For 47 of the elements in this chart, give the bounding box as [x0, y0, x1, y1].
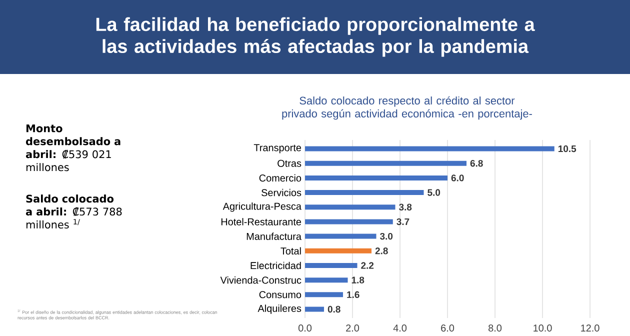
y-tick-label: Agricultura-Pesca	[222, 202, 302, 212]
data-label: 1.8	[352, 276, 364, 284]
y-tick-label: Consumo	[259, 291, 302, 298]
bar	[305, 219, 393, 224]
data-label: 3.0	[380, 232, 393, 240]
data-label: 5.0	[428, 189, 440, 196]
data-label: 3.7	[396, 218, 410, 226]
x-tick-label: 0.0	[298, 324, 312, 332]
y-tick-label: Hotel-Restaurante	[221, 218, 302, 226]
bar	[305, 262, 358, 268]
data-label: 2.2	[361, 262, 374, 269]
y-tick-label: Transporte	[254, 144, 302, 154]
data-label: 6.0	[451, 174, 464, 182]
y-tick-label: Comercio	[259, 174, 302, 182]
y-tick-label: Otras	[278, 160, 302, 167]
bar	[305, 160, 467, 166]
y-tick-label: Electricidad	[250, 262, 301, 270]
bar	[305, 190, 424, 196]
text: Monto desembolsado a abril: ₡539 021 millones	[26, 124, 120, 172]
x-tick-label: 6.0	[441, 324, 454, 332]
data-label: 0.8	[328, 306, 340, 313]
y-tick-label: Total	[280, 247, 301, 255]
bar	[305, 248, 372, 254]
x-tick-label: 2.0	[346, 324, 360, 332]
y-tick-label: Alquileres	[258, 304, 302, 314]
bar	[305, 234, 376, 239]
data-label: 1.6	[347, 291, 360, 298]
bar	[305, 292, 344, 298]
y-tick-label: Vivienda-Construc	[220, 276, 302, 284]
chart-subtitle: La facilidad ha beneficiado proporcionalmente a las actividades más afectadas por la pandemia	[96, 17, 535, 57]
bar	[305, 146, 554, 152]
bar	[305, 306, 324, 312]
x-tick-label: 12.0	[581, 324, 600, 332]
data-label: 10.5	[558, 145, 576, 152]
data-label: 2.8	[375, 248, 388, 254]
x-tick-label: 4.0	[393, 324, 407, 332]
x-tick-label: 8.0	[488, 324, 502, 332]
bar	[305, 278, 348, 283]
bar	[305, 175, 448, 180]
chart-title: Saldo colocado respecto al crédito al sector privado según actividad económica -en porcentaje-	[282, 96, 532, 120]
y-tick-label: Servicios	[262, 188, 302, 196]
text: Saldo colocado a abril: ₡573 788 millones $^{1/}$	[26, 194, 122, 229]
bar	[305, 204, 396, 210]
y-tick-label: Manufactura	[246, 232, 302, 240]
data-label: 6.8	[470, 160, 483, 167]
x-tick-label: 10.0	[534, 324, 552, 332]
data-label: 3.8	[399, 204, 412, 210]
